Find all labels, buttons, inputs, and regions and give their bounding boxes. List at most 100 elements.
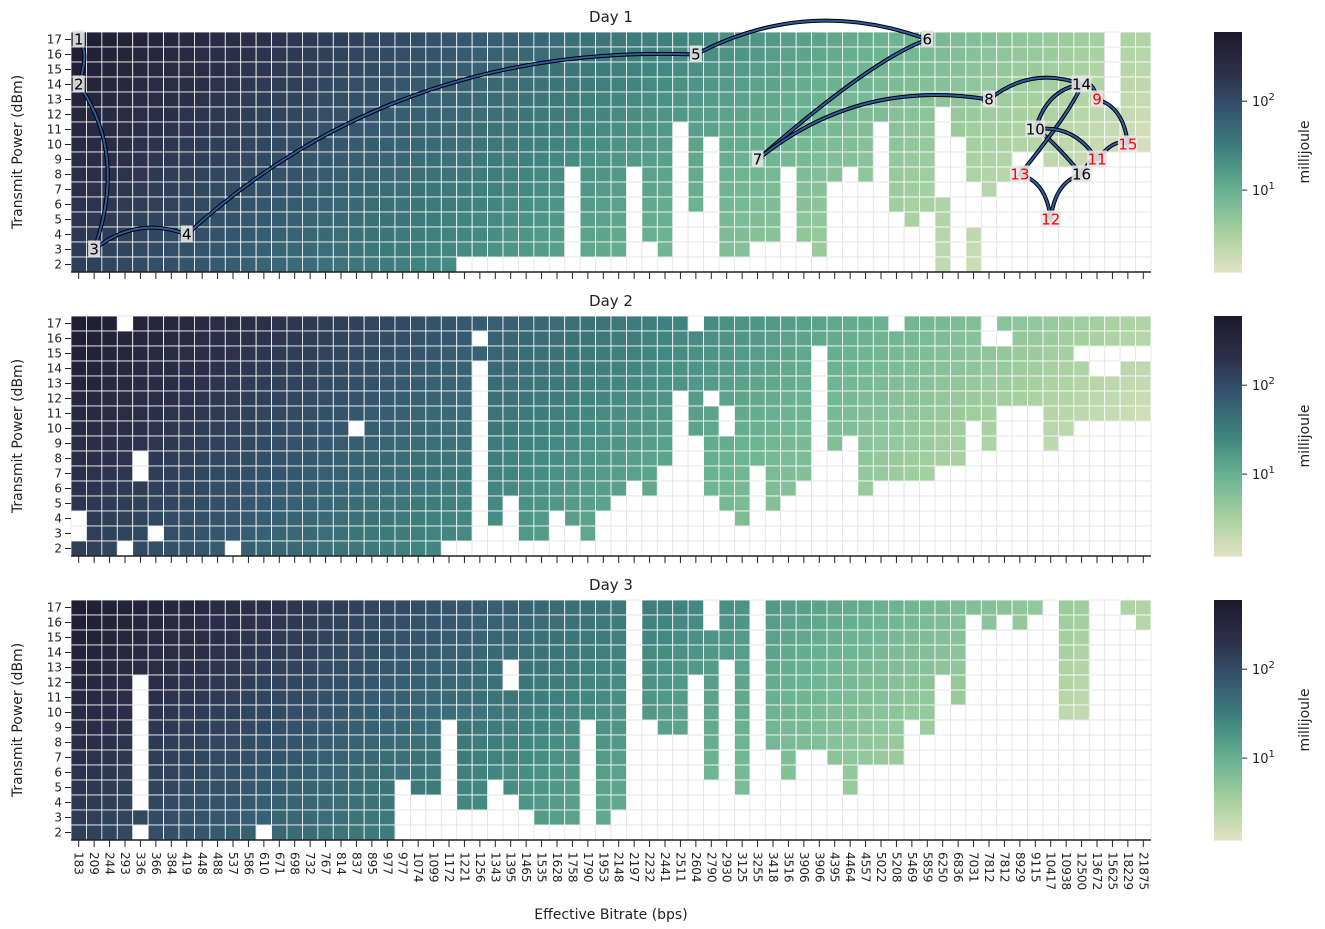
heatmap-cell bbox=[919, 510, 936, 527]
heatmap-cell bbox=[410, 450, 427, 467]
heatmap-cell bbox=[502, 629, 519, 646]
heatmap-cell bbox=[209, 719, 226, 736]
heatmap-cell bbox=[348, 76, 365, 93]
heatmap-cell bbox=[610, 525, 627, 542]
heatmap-cell bbox=[687, 181, 704, 198]
x-tick-label: 1790 bbox=[581, 852, 595, 883]
heatmap-cell bbox=[224, 719, 242, 736]
heatmap-cell bbox=[86, 390, 103, 407]
heatmap-cell bbox=[595, 599, 612, 616]
heatmap-cell bbox=[703, 719, 720, 736]
heatmap-cell bbox=[687, 644, 704, 661]
x-tick-label: 6250 bbox=[936, 852, 950, 883]
heatmap-cell bbox=[656, 689, 674, 706]
y-tick-label: 5 bbox=[54, 213, 62, 227]
heatmap-cell bbox=[209, 450, 226, 467]
colorbar-segment bbox=[1214, 720, 1242, 725]
heatmap-cell bbox=[795, 151, 812, 168]
heatmap-cell bbox=[579, 435, 596, 452]
heatmap-cell bbox=[471, 166, 488, 183]
heatmap-cell bbox=[1042, 659, 1059, 676]
heatmap-cell bbox=[672, 809, 689, 826]
heatmap-cell bbox=[410, 674, 427, 691]
heatmap-cell bbox=[934, 689, 951, 706]
heatmap-cell bbox=[980, 704, 998, 721]
heatmap-cell bbox=[548, 61, 566, 78]
heatmap-cell bbox=[1058, 345, 1075, 362]
colorbar-label: millijoule bbox=[1297, 688, 1313, 751]
heatmap-cell bbox=[533, 809, 550, 826]
heatmap-cell bbox=[86, 510, 103, 527]
heatmap-cell bbox=[1058, 704, 1075, 721]
heatmap-cell bbox=[950, 689, 967, 706]
heatmap-cell bbox=[980, 136, 998, 153]
colorbar-segment bbox=[1214, 392, 1242, 397]
heatmap-cell bbox=[734, 181, 751, 198]
heatmap-cell bbox=[456, 764, 473, 781]
heatmap-cell bbox=[579, 809, 596, 826]
heatmap-cell bbox=[271, 614, 288, 631]
heatmap-cell bbox=[1135, 211, 1152, 228]
heatmap-cell bbox=[116, 166, 134, 183]
heatmap-cell bbox=[872, 465, 890, 482]
heatmap-cell bbox=[502, 345, 519, 362]
heatmap-cell bbox=[903, 599, 920, 616]
heatmap-cell bbox=[610, 345, 627, 362]
heatmap-cell bbox=[487, 181, 504, 198]
heatmap-cell bbox=[965, 794, 982, 811]
heatmap-cell bbox=[903, 779, 920, 796]
heatmap-cell bbox=[224, 644, 242, 661]
heatmap-cell bbox=[1042, 764, 1059, 781]
colorbar-segment bbox=[1214, 484, 1242, 489]
heatmap-cell bbox=[903, 809, 920, 826]
heatmap-cell bbox=[1073, 719, 1090, 736]
heatmap-cell bbox=[1058, 315, 1075, 332]
annotation-label-box bbox=[88, 240, 101, 258]
heatmap-cell bbox=[194, 779, 211, 796]
heatmap-cell bbox=[872, 540, 890, 557]
heatmap-cell bbox=[764, 689, 782, 706]
heatmap-cell bbox=[348, 405, 365, 422]
heatmap-cell bbox=[965, 61, 982, 78]
heatmap-cell bbox=[703, 794, 720, 811]
heatmap-cell bbox=[178, 809, 195, 826]
heatmap-cell bbox=[919, 659, 936, 676]
heatmap-cell bbox=[132, 196, 149, 213]
heatmap-cell bbox=[872, 405, 890, 422]
heatmap-cell bbox=[286, 540, 303, 557]
heatmap-cell bbox=[595, 525, 612, 542]
heatmap-cell bbox=[471, 435, 488, 452]
heatmap-cell bbox=[872, 510, 890, 527]
heatmap-cell bbox=[394, 76, 411, 93]
heatmap-cell bbox=[101, 674, 118, 691]
heatmap-cell bbox=[795, 719, 812, 736]
heatmap-cell bbox=[610, 719, 627, 736]
annotation-label: 7 bbox=[753, 151, 763, 169]
heatmap-cell bbox=[533, 734, 550, 751]
heatmap-cell bbox=[548, 809, 566, 826]
heatmap-cell bbox=[255, 779, 272, 796]
heatmap-cell bbox=[456, 809, 473, 826]
heatmap-cell bbox=[718, 106, 735, 123]
y-tick-label: 10 bbox=[47, 706, 62, 720]
colorbar-segment bbox=[1214, 472, 1242, 477]
heatmap-cell bbox=[919, 450, 936, 467]
heatmap-cell bbox=[718, 480, 735, 497]
heatmap-cell bbox=[764, 76, 782, 93]
heatmap-cell bbox=[795, 166, 812, 183]
heatmap-cell bbox=[86, 644, 103, 661]
heatmap-cell bbox=[518, 420, 535, 437]
heatmap-cell bbox=[487, 46, 504, 63]
heatmap-cell bbox=[302, 181, 319, 198]
y-tick-label: 2 bbox=[54, 258, 62, 272]
colorbar-segment bbox=[1214, 508, 1242, 513]
heatmap-cell bbox=[394, 31, 411, 48]
heatmap-cell bbox=[656, 629, 674, 646]
colorbar-segment bbox=[1214, 324, 1242, 329]
heatmap-cell bbox=[363, 435, 380, 452]
heatmap-cell bbox=[178, 241, 195, 258]
heatmap-cell bbox=[919, 315, 936, 332]
heatmap-cell bbox=[919, 824, 936, 841]
heatmap-cell bbox=[86, 46, 103, 63]
heatmap-cell bbox=[425, 256, 442, 273]
